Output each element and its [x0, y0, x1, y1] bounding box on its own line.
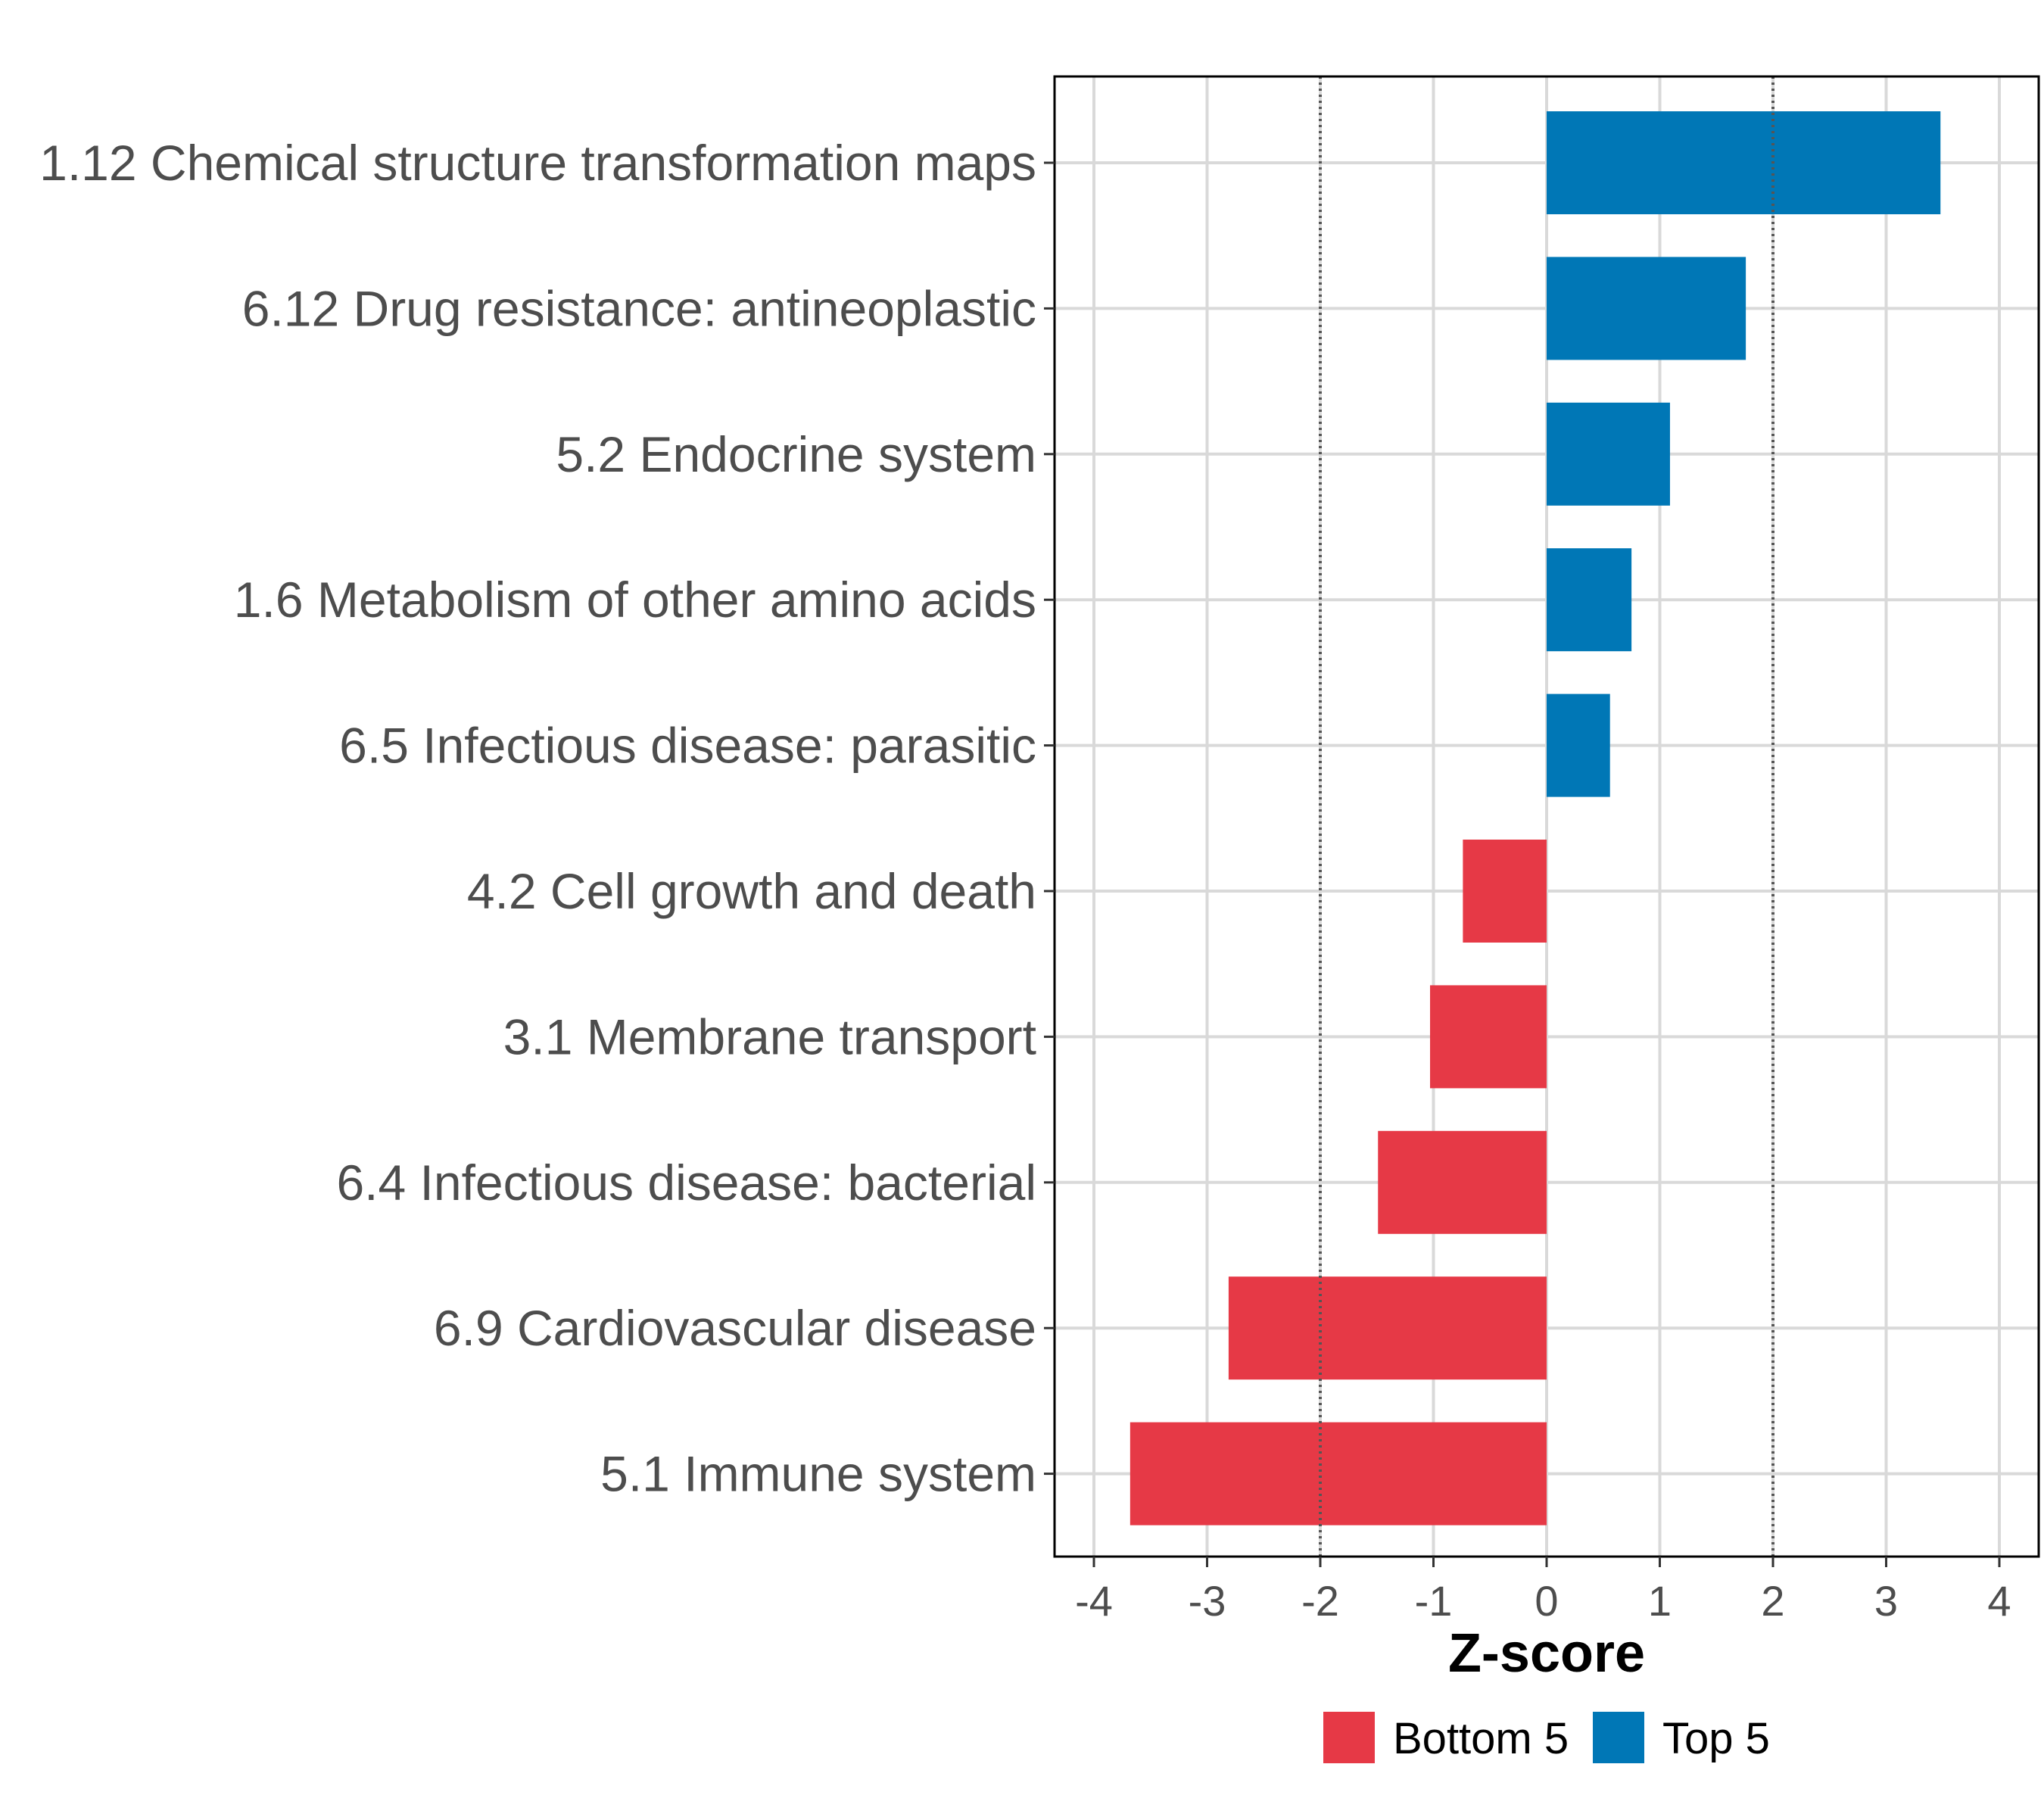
y-tick-label: 5.1 Immune system	[600, 1446, 1036, 1502]
bar-bottom	[1378, 1130, 1547, 1234]
y-tick-label: 1.12 Chemical structure transformation m…	[39, 135, 1036, 191]
legend-label: Top 5	[1662, 1714, 1770, 1763]
bar-bottom	[1463, 840, 1547, 943]
legend-label: Bottom 5	[1393, 1714, 1569, 1763]
bar-top	[1547, 111, 1941, 214]
bar-top	[1547, 548, 1632, 652]
y-tick-label: 1.6 Metabolism of other amino acids	[234, 572, 1036, 628]
x-axis: -4 -3 -2 -1 0 1 2 3 4	[1075, 1557, 2011, 1625]
y-tick-label: 5.2 Endocrine system	[556, 426, 1036, 482]
bar-bottom	[1129, 1422, 1547, 1526]
x-tick-label: -2	[1301, 1577, 1339, 1625]
y-tick-label: 3.1 Membrane transport	[503, 1008, 1036, 1064]
x-axis-title: Z-score	[1448, 1623, 1645, 1684]
bar-bottom	[1430, 985, 1547, 1089]
bar-top	[1547, 257, 1746, 360]
y-axis: 1.12 Chemical structure transformation m…	[39, 135, 1055, 1502]
legend-key-bottom	[1323, 1712, 1375, 1763]
y-tick-label: 4.2 Cell growth and death	[467, 863, 1036, 919]
y-tick-label: 6.12 Drug resistance: antineoplastic	[242, 280, 1036, 336]
legend: Bottom 5 Top 5	[1323, 1712, 1770, 1763]
bar-top	[1547, 402, 1670, 506]
y-tick-label: 6.4 Infectious disease: bacterial	[336, 1155, 1036, 1211]
legend-key-top	[1593, 1712, 1644, 1763]
x-tick-label: 4	[1987, 1577, 2011, 1625]
x-tick-label: -1	[1415, 1577, 1453, 1625]
reference-lines	[1319, 76, 1774, 1557]
y-tick-label: 6.5 Infectious disease: parasitic	[339, 718, 1036, 774]
x-tick-label: 0	[1535, 1577, 1558, 1625]
bars	[1129, 111, 1941, 1526]
x-tick-label: -3	[1189, 1577, 1226, 1625]
x-tick-label: 1	[1648, 1577, 1672, 1625]
bar-top	[1547, 693, 1610, 797]
x-tick-label: 3	[1874, 1577, 1898, 1625]
x-tick-label: 2	[1761, 1577, 1784, 1625]
x-tick-label: -4	[1075, 1577, 1113, 1625]
bar-bottom	[1228, 1276, 1547, 1380]
y-tick-label: 6.9 Cardiovascular disease	[434, 1300, 1036, 1356]
